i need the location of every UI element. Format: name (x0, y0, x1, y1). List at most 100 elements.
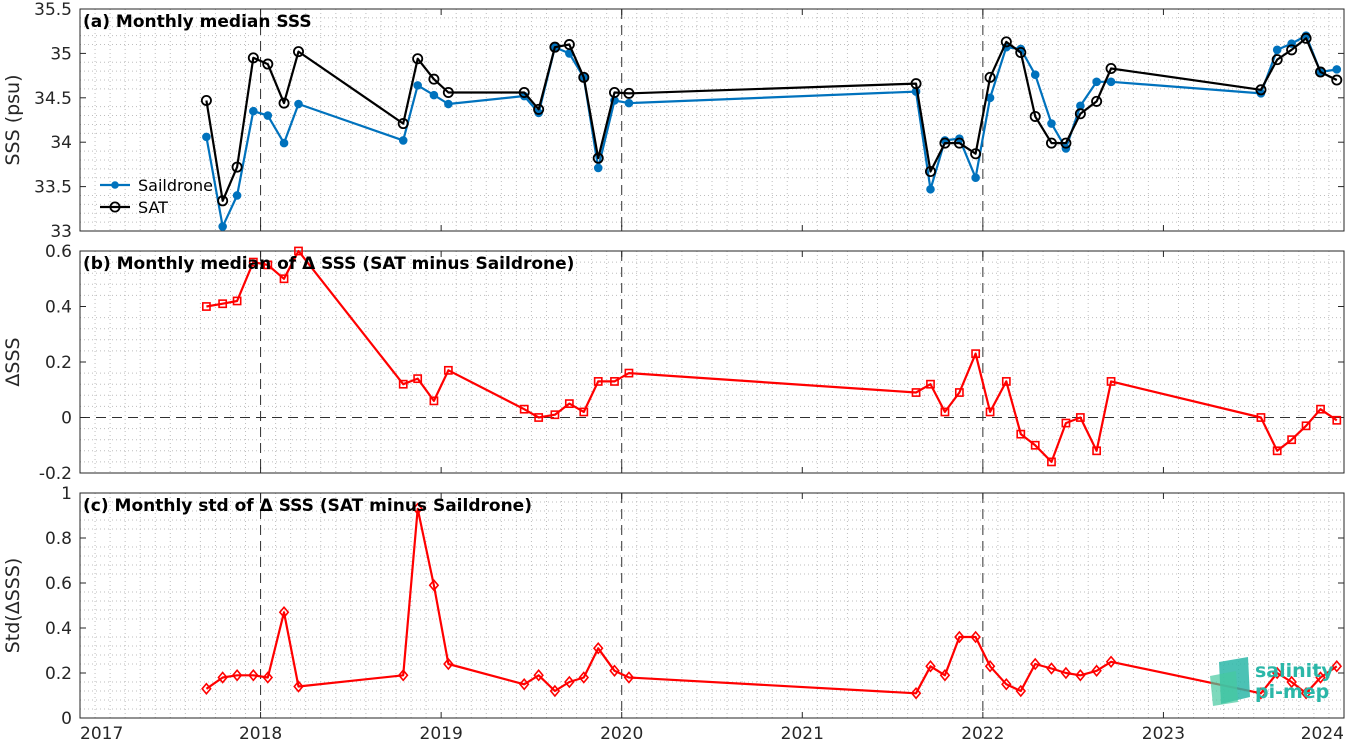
data-point (984, 71, 996, 83)
data-point (518, 86, 530, 98)
data-point (1332, 65, 1342, 74)
data-point (925, 660, 936, 673)
y-tick-label: 0.6 (45, 574, 72, 594)
data-point (926, 379, 935, 389)
data-point (1255, 84, 1267, 96)
data-point (564, 399, 574, 409)
data-point (231, 161, 243, 173)
data-point (578, 671, 590, 684)
data-point (1060, 137, 1072, 149)
y-tick-label: 0.2 (45, 664, 72, 684)
panel-title: (a) Monthly median SSS (83, 12, 312, 32)
x-tick-label: 2021 (781, 724, 824, 744)
legend-label: Saildrone (138, 176, 213, 195)
data-point (278, 606, 290, 619)
data-point (1300, 32, 1312, 44)
data-point (443, 365, 453, 375)
data-point (954, 630, 965, 644)
data-point (592, 642, 604, 655)
data-point (939, 669, 951, 682)
data-point (610, 377, 619, 386)
data-point (444, 99, 453, 109)
y-tick-label: 0 (61, 709, 72, 729)
data-point (248, 669, 259, 682)
y-tick-label: 0.8 (45, 529, 72, 549)
y-tick-label: 34.5 (34, 89, 72, 109)
x-tick-label: 2017 (80, 724, 123, 744)
data-point (248, 257, 258, 267)
data-point (1272, 45, 1282, 55)
data-point (428, 579, 440, 592)
data-point (1029, 657, 1041, 671)
data-point (519, 404, 529, 414)
y-tick-label: 0 (61, 409, 72, 429)
data-point (1105, 62, 1117, 74)
data-point (1060, 666, 1072, 680)
panel-a: 33 33.5 34 34.5 35 35.5 SSS (psu) (a) Monthly m… (2, 0, 1345, 242)
data-point (549, 41, 561, 53)
y-tick-label: 34 (50, 133, 72, 153)
x-tick-label: 2023 (1142, 724, 1185, 744)
data-point (953, 137, 965, 149)
data-point (1287, 435, 1297, 445)
data-point (1286, 44, 1298, 56)
data-point (939, 137, 951, 149)
data-point (443, 657, 454, 671)
y-tick-label: 35.5 (34, 0, 72, 20)
data-point (413, 81, 422, 90)
legend-marker (109, 201, 121, 213)
data-point (1315, 66, 1327, 78)
data-point (218, 299, 228, 309)
data-point (1255, 687, 1267, 700)
data-point (428, 73, 440, 85)
data-point (1106, 377, 1116, 386)
data-point (262, 58, 274, 70)
data-point (247, 52, 259, 64)
data-point (1046, 662, 1057, 675)
data-point (1029, 110, 1041, 122)
panel-title: (b) Monthly median of Δ SSS (SAT minus S… (83, 254, 574, 274)
data-point (624, 98, 634, 108)
data-point (550, 410, 560, 420)
data-point (1256, 413, 1266, 422)
data-point (279, 138, 289, 148)
data-point (1105, 655, 1117, 668)
data-point (294, 99, 303, 109)
data-point (971, 349, 981, 359)
data-point (593, 377, 603, 386)
data-point (1075, 413, 1085, 422)
data-point (1045, 137, 1057, 149)
panel-b: -0.2 0 0.2 0.4 0.6 ΔSSS (b) Monthly median of … (2, 242, 1345, 484)
data-point (429, 90, 439, 100)
data-point (249, 106, 258, 116)
data-point (1030, 440, 1040, 450)
data-point (293, 680, 304, 693)
y-tick-label: 35 (50, 44, 72, 64)
legend-marker (111, 181, 119, 189)
series-line (206, 249, 1338, 463)
data-point (1001, 377, 1011, 386)
data-point (533, 103, 545, 115)
y-tick-label: 1 (61, 484, 72, 504)
data-point (911, 388, 921, 397)
data-point (262, 671, 274, 684)
data-point (579, 407, 589, 417)
legend-label: SAT (138, 198, 168, 217)
y-tick-label: 0.4 (45, 298, 72, 318)
data-point (623, 87, 635, 99)
axis-box (79, 492, 1345, 719)
data-point (926, 184, 935, 194)
data-point (608, 86, 620, 98)
data-point (442, 86, 454, 98)
data-point (971, 173, 980, 183)
axis-box (79, 8, 1345, 232)
data-point (578, 71, 590, 83)
data-point (910, 687, 922, 700)
data-point (954, 388, 964, 397)
data-point (292, 46, 304, 58)
y-tick-label: 0.4 (45, 619, 72, 639)
data-point (985, 407, 995, 417)
data-point (1015, 684, 1027, 698)
